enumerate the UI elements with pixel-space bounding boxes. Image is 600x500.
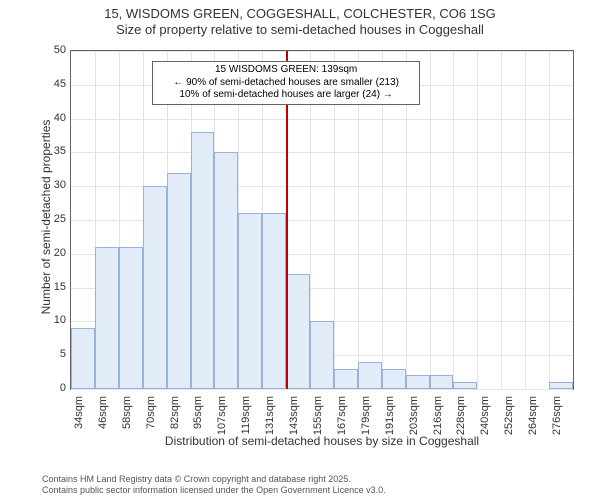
y-tick-label: 0 (26, 382, 66, 394)
annotation-line: 10% of semi-detached houses are larger (… (159, 89, 413, 102)
annotation-line: ← 90% of semi-detached houses are smalle… (159, 77, 413, 90)
y-tick-label: 40 (26, 112, 66, 124)
title-line2: Size of property relative to semi-detach… (0, 22, 600, 38)
footer-line2: Contains public sector information licen… (42, 485, 386, 496)
y-tick-label: 5 (26, 348, 66, 360)
histogram-bar (286, 274, 310, 389)
gridline-h (71, 389, 573, 390)
histogram-bar (358, 362, 382, 389)
y-tick-label: 20 (26, 247, 66, 259)
gridline-h (71, 119, 573, 120)
annotation-line: 15 WISDOMS GREEN: 139sqm (159, 64, 413, 77)
histogram-bar (262, 213, 286, 389)
histogram-bar (191, 132, 215, 389)
y-tick-label: 10 (26, 314, 66, 326)
gridline-h (71, 51, 573, 52)
y-tick-label: 30 (26, 179, 66, 191)
annotation-box: 15 WISDOMS GREEN: 139sqm← 90% of semi-de… (152, 61, 420, 105)
plot-area: 15 WISDOMS GREEN: 139sqm← 90% of semi-de… (70, 50, 574, 390)
title-line1: 15, WISDOMS GREEN, COGGESHALL, COLCHESTE… (0, 6, 600, 22)
footer-line1: Contains HM Land Registry data © Crown c… (42, 474, 386, 485)
y-tick-label: 45 (26, 78, 66, 90)
histogram-bar (143, 186, 167, 389)
footer: Contains HM Land Registry data © Crown c… (42, 474, 386, 496)
histogram-bar (167, 173, 191, 389)
histogram-bar (95, 247, 119, 389)
histogram-bar (238, 213, 262, 389)
histogram-bar (430, 375, 454, 389)
histogram-bar (119, 247, 143, 389)
gridline-v (477, 51, 478, 389)
histogram-bar (453, 382, 477, 389)
histogram-bar (310, 321, 334, 389)
title-block: 15, WISDOMS GREEN, COGGESHALL, COLCHESTE… (0, 0, 600, 39)
gridline-v (525, 51, 526, 389)
gridline-v (549, 51, 550, 389)
y-tick-label: 35 (26, 145, 66, 157)
histogram-bar (549, 382, 573, 389)
chart-wrap: Number of semi-detached properties 05101… (28, 44, 584, 444)
y-tick-label: 50 (26, 44, 66, 56)
gridline-v (453, 51, 454, 389)
gridline-v (430, 51, 431, 389)
histogram-bar (214, 152, 238, 389)
x-axis-title: Distribution of semi-detached houses by … (70, 434, 574, 448)
gridline-v (501, 51, 502, 389)
histogram-bar (334, 369, 358, 389)
y-tick-label: 25 (26, 213, 66, 225)
histogram-bar (71, 328, 95, 389)
y-tick-label: 15 (26, 281, 66, 293)
histogram-bar (406, 375, 430, 389)
chart-container: 15, WISDOMS GREEN, COGGESHALL, COLCHESTE… (0, 0, 600, 500)
gridline-h (71, 152, 573, 153)
histogram-bar (382, 369, 406, 389)
